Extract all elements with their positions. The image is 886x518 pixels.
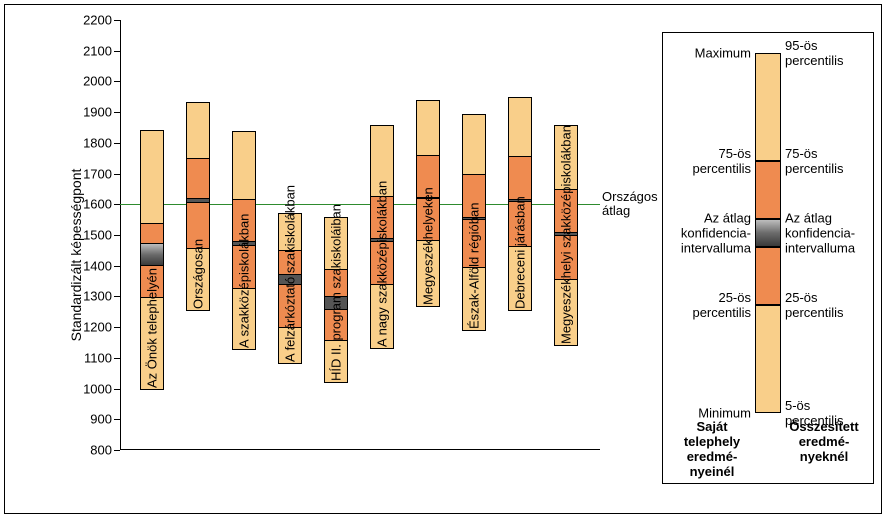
y-tick-label: 1800 — [83, 135, 120, 150]
legend-panel: Maximum 75-öspercentilis Az átlagkonfidenc… — [662, 32, 874, 484]
y-tick-label: 1900 — [83, 105, 120, 120]
legend-right-label: 25-öspercentilis — [785, 290, 869, 320]
y-tick-label: 1100 — [84, 350, 120, 365]
plot-region: 8009001000110012001300140015001600170018… — [120, 20, 600, 450]
category-label: Debreceni járásban — [513, 196, 528, 311]
confidence-interval-box — [140, 243, 164, 265]
category-label: A szakközépiskolákban — [237, 213, 252, 349]
y-tick-label: 1300 — [83, 289, 120, 304]
y-tick-label: 1200 — [83, 320, 120, 335]
legend-left-label: Az átlagkonfidencia-intervalluma — [667, 211, 751, 256]
legend-segment — [755, 53, 781, 161]
category-label: HÍD II. program szakiskoláiban — [329, 204, 344, 383]
chart-area: Standardizált képességpont 8009001000110… — [60, 20, 600, 450]
national-average-label: Országosátlag — [600, 190, 658, 218]
y-tick-label: 2000 — [83, 74, 120, 89]
legend-left-label: Maximum — [667, 46, 751, 61]
y-tick-label: 900 — [90, 412, 120, 427]
category-label: A felzárkóztató szakiskolákban — [283, 185, 298, 364]
box-group: HÍD II. program szakiskoláiban — [324, 20, 348, 450]
legend-right-label: 95-öspercentilis — [785, 38, 869, 68]
box-group: Észak-Alföld régióban — [462, 20, 486, 450]
category-label: Az Önök telephelyén — [145, 268, 160, 390]
category-label: Megyeszékhelyi szakközépiskolákban — [559, 126, 574, 347]
legend-bar — [755, 53, 781, 413]
y-tick-label: 1600 — [83, 197, 120, 212]
legend-segment — [755, 219, 781, 248]
y-tick-label: 1500 — [83, 228, 120, 243]
legend-left-label: 25-öspercentilis — [667, 290, 751, 320]
legend-segment — [755, 305, 781, 413]
y-tick-label: 1700 — [83, 166, 120, 181]
y-axis-line — [120, 20, 121, 450]
box-group: Megyeszékhelyi szakközépiskolákban — [554, 20, 578, 450]
box-group: Országosan — [186, 20, 210, 450]
legend-right-label: Az átlagkonfidencia-intervalluma — [785, 211, 869, 256]
box-group: Megyeszékhelyeken — [416, 20, 440, 450]
box-group: A szakközépiskolákban — [232, 20, 256, 450]
y-tick-label: 1400 — [83, 258, 120, 273]
category-label: A nagy szakközépiskolákban — [375, 180, 390, 348]
y-axis-title: Standardizált képességpont — [68, 169, 84, 342]
legend-segment — [755, 247, 781, 305]
box-group: A nagy szakközépiskolákban — [370, 20, 394, 450]
legend-left-label: 75-öspercentilis — [667, 146, 751, 176]
category-label: Észak-Alföld régióban — [467, 202, 482, 330]
y-tick-label: 2100 — [83, 43, 120, 58]
confidence-interval-box — [186, 198, 210, 203]
box-group: Az Önök telephelyén — [140, 20, 164, 450]
legend-right-label: 75-öspercentilis — [785, 146, 869, 176]
box-group: Debreceni járásban — [508, 20, 532, 450]
category-label: Országosan — [191, 239, 206, 311]
legend-right-title: Összesítetteredmé-nyeknél — [779, 419, 869, 464]
legend-segment — [755, 161, 781, 219]
iqr-box — [186, 158, 210, 249]
category-label: Megyeszékhelyeken — [421, 187, 436, 307]
y-tick-label: 2200 — [83, 13, 120, 28]
y-tick-label: 800 — [90, 443, 120, 458]
y-tick-label: 1000 — [83, 381, 120, 396]
legend-left-title: Sajáttelephelyeredmé-nyeinél — [667, 419, 757, 479]
box-group: A felzárkóztató szakiskolákban — [278, 20, 302, 450]
